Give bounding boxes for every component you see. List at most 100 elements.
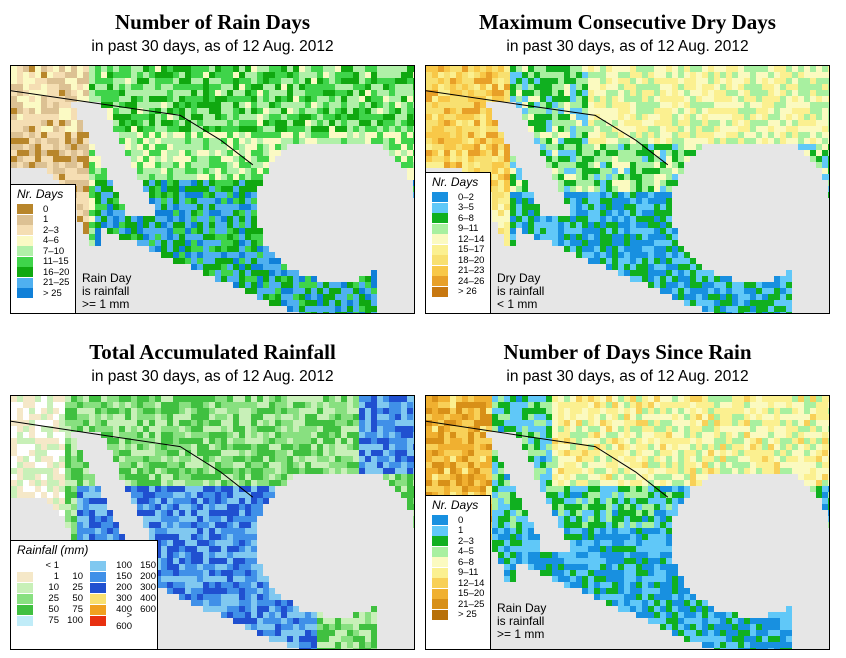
legend-to: 100: [67, 615, 83, 626]
note-line: is rainfall: [497, 284, 545, 298]
legend-entry: > 600: [90, 610, 157, 632]
legend-entry: < 1: [17, 560, 84, 571]
panel-subtitle: in past 30 days, as of 12 Aug. 2012: [506, 368, 749, 385]
legend-swatch: [432, 515, 448, 526]
legend-entry: 15–17: [426, 244, 490, 255]
legend-swatch: [432, 213, 448, 224]
legend-label: 2–3: [43, 224, 59, 236]
legend-swatch: [17, 571, 33, 582]
legend-swatch: [90, 560, 106, 571]
legend-rainfall: Rainfall (mm) < 1 1 10 10 25 25 50 50 75 75 100 100 1…: [10, 540, 158, 650]
legend-to: 600: [140, 604, 156, 615]
legend-swatch: [17, 246, 33, 257]
legend-entry: > 25: [426, 609, 490, 620]
legend-swatch: [17, 225, 33, 236]
border-line: [426, 420, 669, 498]
legend-swatch: [432, 567, 448, 578]
legend-swatch: [432, 546, 448, 557]
legend-entry: > 26: [426, 286, 490, 298]
legend-entry: 6–8: [426, 557, 490, 568]
panel-title: Total Accumulated Rainfall: [89, 340, 336, 364]
legend-from: 1: [53, 571, 59, 582]
legend-swatch: [17, 560, 33, 571]
legend-from: < 1: [45, 560, 59, 571]
note-line: is rainfall: [497, 614, 545, 628]
legend-label: 4–6: [43, 235, 59, 247]
legend-title: Nr. Days: [17, 187, 64, 201]
map-raster: [11, 66, 414, 313]
legend-entry: 4–6: [11, 235, 75, 247]
panel-title: Number of Rain Days: [114, 10, 311, 34]
legend-entry: 18–20: [426, 255, 490, 266]
legend-entry: 400 600: [90, 604, 157, 615]
legend-entry: 12–14: [426, 578, 490, 589]
legend-label: 9–11: [458, 567, 479, 579]
legend-entry: 21–25: [11, 277, 75, 288]
legend-label: 3–5: [458, 202, 474, 214]
legend-swatch: [432, 244, 448, 255]
legend-swatch: [90, 571, 106, 582]
legend-entry: 3–5: [426, 202, 490, 214]
legend-label: 12–14: [458, 577, 485, 589]
border-line: [11, 90, 254, 166]
note-line: >= 1 mm: [82, 297, 130, 311]
legend-entry: 21–23: [426, 265, 490, 276]
legend-to: 150: [140, 560, 156, 571]
legend-label: 1: [43, 214, 49, 226]
legend-entry: 9–11: [426, 223, 490, 234]
map-note: Dry Day is rainfall < 1 mm: [497, 272, 544, 311]
legend-entry: 1: [11, 214, 75, 226]
legend-label: 24–26: [458, 275, 485, 287]
legend-rain-days: Nr. Days 0 1 2–3 4–6 7–10 11–15 16–20 21–25 > 25: [10, 184, 76, 314]
legend-from: 300: [116, 593, 132, 604]
legend-label: 6–8: [458, 212, 474, 224]
legend-label: 15–20: [458, 588, 485, 600]
legend-entry: 4–5: [426, 546, 490, 557]
legend-entry: 7–10: [11, 246, 75, 257]
legend-to: 25: [72, 582, 83, 593]
legend-label: 6–8: [458, 556, 474, 568]
legend-swatch: [432, 536, 448, 547]
legend-label: 0: [458, 514, 464, 526]
legend-entry: 150 200: [90, 571, 157, 582]
panel-rain-days: Number of Rain Days in past 30 days, as …: [10, 10, 415, 314]
legend-to: 300: [140, 582, 156, 593]
legend-label: 1: [458, 525, 464, 537]
legend-swatch: [17, 582, 33, 593]
legend-label: > 26: [458, 286, 477, 298]
note-line: < 1 mm: [497, 297, 538, 311]
legend-entry: 2–3: [426, 536, 490, 547]
legend-swatch: [17, 235, 33, 246]
panel-title: Number of Days Since Rain: [503, 340, 752, 364]
panel-dry-days: Maximum Consecutive Dry Days in past 30 …: [425, 10, 830, 314]
map-raster: [426, 66, 829, 313]
legend-entry: 1: [426, 525, 490, 537]
legend-entry: 200 300: [90, 582, 157, 593]
legend-entry: 16–20: [11, 267, 75, 278]
legend-to: 400: [140, 593, 156, 604]
legend-swatch: [432, 223, 448, 234]
legend-swatch: [17, 288, 33, 299]
legend-to: 10: [72, 571, 83, 582]
legend-swatch: [17, 214, 33, 225]
legend-from: 10: [48, 582, 59, 593]
legend-entry: 100 150: [90, 560, 157, 571]
legend-from: 25: [48, 593, 59, 604]
legend-swatch: [90, 604, 106, 615]
map-note: Rain Day is rainfall >= 1 mm: [82, 272, 131, 311]
legend-label: 18–20: [458, 254, 485, 266]
legend-entry: 10 25: [17, 582, 84, 593]
legend-swatch: [432, 255, 448, 266]
legend-swatch: [432, 202, 448, 213]
legend-entry: 0–2: [426, 192, 490, 203]
panel-subtitle: in past 30 days, as of 12 Aug. 2012: [91, 368, 334, 385]
legend-from: 75: [48, 615, 59, 626]
legend-entry: 300 400: [90, 593, 157, 604]
legend-entry: 1 10: [17, 571, 84, 582]
legend-entry: > 25: [11, 288, 75, 299]
legend-swatch: [432, 557, 448, 568]
panel-since-rain: Number of Days Since Rain in past 30 day…: [425, 340, 830, 650]
map-note: Rain Day is rainfall >= 1 mm: [497, 602, 546, 641]
note-line: Rain Day: [82, 271, 132, 285]
legend-dry-days: Nr. Days 0–2 3–5 6–8 9–11 12–14 15–17 18–20 21–2…: [425, 172, 491, 314]
